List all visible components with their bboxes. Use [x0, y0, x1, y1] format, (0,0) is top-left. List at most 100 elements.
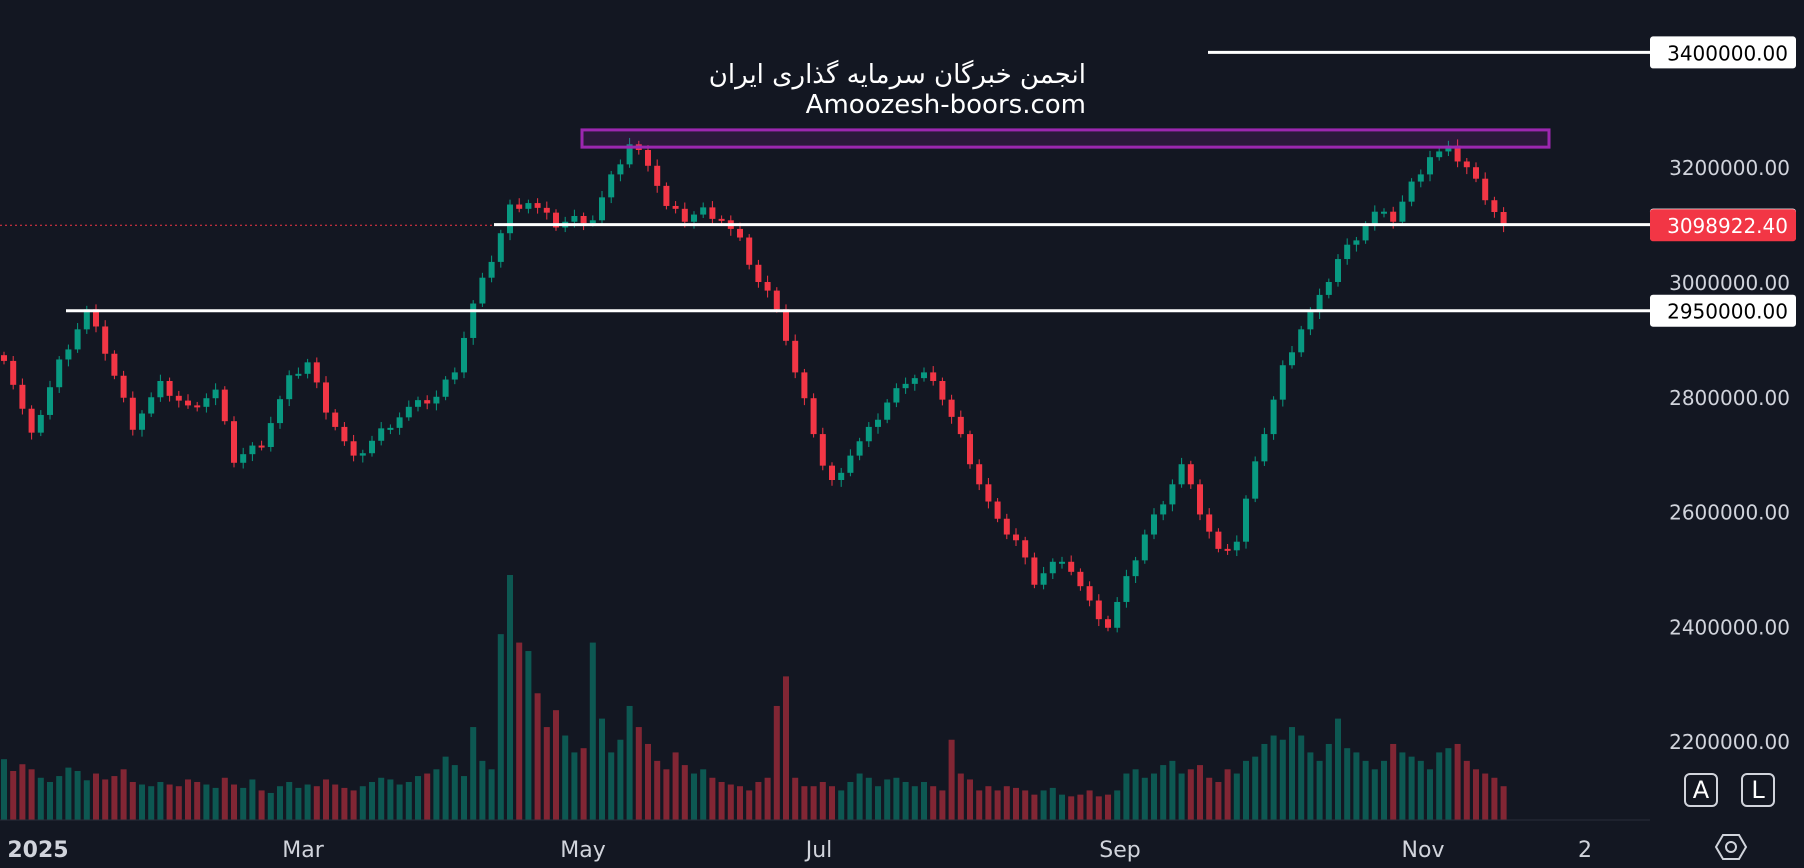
candle[interactable]: [893, 383, 900, 408]
candle[interactable]: [1252, 456, 1259, 503]
candle[interactable]: [231, 416, 237, 468]
candle[interactable]: [175, 390, 182, 408]
candle[interactable]: [810, 393, 817, 438]
candle[interactable]: [764, 275, 771, 298]
candle[interactable]: [1325, 278, 1332, 299]
candle[interactable]: [1215, 528, 1222, 553]
candle[interactable]: [1298, 325, 1305, 357]
candle[interactable]: [1206, 508, 1213, 539]
candle[interactable]: [267, 416, 274, 452]
candle[interactable]: [1114, 597, 1121, 633]
candle[interactable]: [553, 209, 559, 231]
resistance-zone-box[interactable]: [580, 128, 1551, 149]
candle[interactable]: [838, 467, 845, 487]
candle[interactable]: [985, 477, 992, 509]
candle[interactable]: [1178, 457, 1185, 488]
candle[interactable]: [507, 199, 513, 241]
candle[interactable]: [1086, 581, 1093, 607]
candle[interactable]: [801, 368, 808, 406]
candle[interactable]: [580, 212, 587, 231]
candle[interactable]: [967, 430, 973, 469]
candle[interactable]: [277, 395, 283, 429]
candle[interactable]: [1233, 535, 1240, 557]
candle[interactable]: [1095, 594, 1102, 627]
candle[interactable]: [1031, 552, 1038, 589]
candle[interactable]: [470, 300, 477, 345]
candle[interactable]: [203, 393, 210, 413]
candle[interactable]: [902, 377, 909, 394]
candle[interactable]: [1160, 500, 1167, 521]
candle[interactable]: [1022, 536, 1029, 565]
candle[interactable]: [1141, 529, 1148, 564]
candle[interactable]: [157, 374, 164, 402]
candle[interactable]: [1, 351, 7, 365]
candle[interactable]: [1381, 208, 1387, 218]
candle[interactable]: [221, 386, 228, 425]
candle[interactable]: [1353, 236, 1360, 252]
candle[interactable]: [479, 272, 486, 307]
candle[interactable]: [1261, 427, 1268, 466]
candle[interactable]: [1151, 508, 1157, 540]
candle[interactable]: [1003, 513, 1010, 540]
candle[interactable]: [1399, 195, 1406, 226]
candle[interactable]: [10, 356, 17, 390]
candle[interactable]: [709, 201, 716, 224]
candle[interactable]: [976, 459, 983, 491]
candle[interactable]: [1105, 615, 1111, 632]
candle[interactable]: [415, 396, 421, 412]
candle[interactable]: [1408, 178, 1415, 207]
candle[interactable]: [1279, 360, 1286, 407]
candle[interactable]: [1059, 556, 1065, 569]
candle[interactable]: [56, 356, 63, 393]
candle[interactable]: [1316, 288, 1323, 320]
candle[interactable]: [672, 201, 679, 214]
candle[interactable]: [755, 259, 762, 288]
candle[interactable]: [93, 304, 99, 333]
candle[interactable]: [249, 442, 256, 462]
candle[interactable]: [654, 159, 661, 193]
auto-scale-button[interactable]: A: [1684, 773, 1718, 807]
candle[interactable]: [28, 405, 35, 440]
candle[interactable]: [626, 137, 633, 168]
candle[interactable]: [847, 449, 854, 477]
candle[interactable]: [1243, 495, 1249, 549]
candle[interactable]: [1335, 254, 1341, 287]
candle[interactable]: [350, 434, 357, 462]
candle[interactable]: [295, 367, 302, 379]
candle[interactable]: [37, 410, 44, 437]
candle[interactable]: [433, 390, 440, 411]
candle[interactable]: [608, 170, 615, 204]
candle[interactable]: [19, 378, 26, 415]
candle[interactable]: [304, 358, 311, 379]
candle[interactable]: [663, 182, 670, 210]
candle[interactable]: [258, 440, 265, 451]
candle[interactable]: [1169, 479, 1176, 512]
candle[interactable]: [497, 229, 504, 268]
candle[interactable]: [645, 145, 651, 172]
candle[interactable]: [488, 255, 495, 283]
candle[interactable]: [911, 374, 918, 391]
candle[interactable]: [1132, 556, 1139, 584]
candle[interactable]: [516, 198, 523, 213]
candle[interactable]: [773, 287, 780, 313]
candle[interactable]: [286, 370, 293, 407]
candle[interactable]: [120, 370, 127, 403]
candle[interactable]: [543, 201, 550, 220]
candle[interactable]: [1491, 196, 1498, 218]
candle[interactable]: [139, 410, 145, 437]
candle[interactable]: [1068, 555, 1075, 576]
candle[interactable]: [424, 395, 431, 410]
candle[interactable]: [129, 391, 136, 436]
candle[interactable]: [323, 376, 329, 420]
candle[interactable]: [451, 367, 458, 385]
candle[interactable]: [617, 159, 624, 182]
candle[interactable]: [185, 394, 191, 409]
candle[interactable]: [1077, 568, 1084, 591]
candle[interactable]: [599, 191, 605, 225]
candle[interactable]: [994, 498, 1001, 523]
candle[interactable]: [921, 367, 927, 382]
candle[interactable]: [369, 435, 375, 457]
candle[interactable]: [1123, 569, 1130, 608]
candle[interactable]: [1454, 139, 1461, 168]
